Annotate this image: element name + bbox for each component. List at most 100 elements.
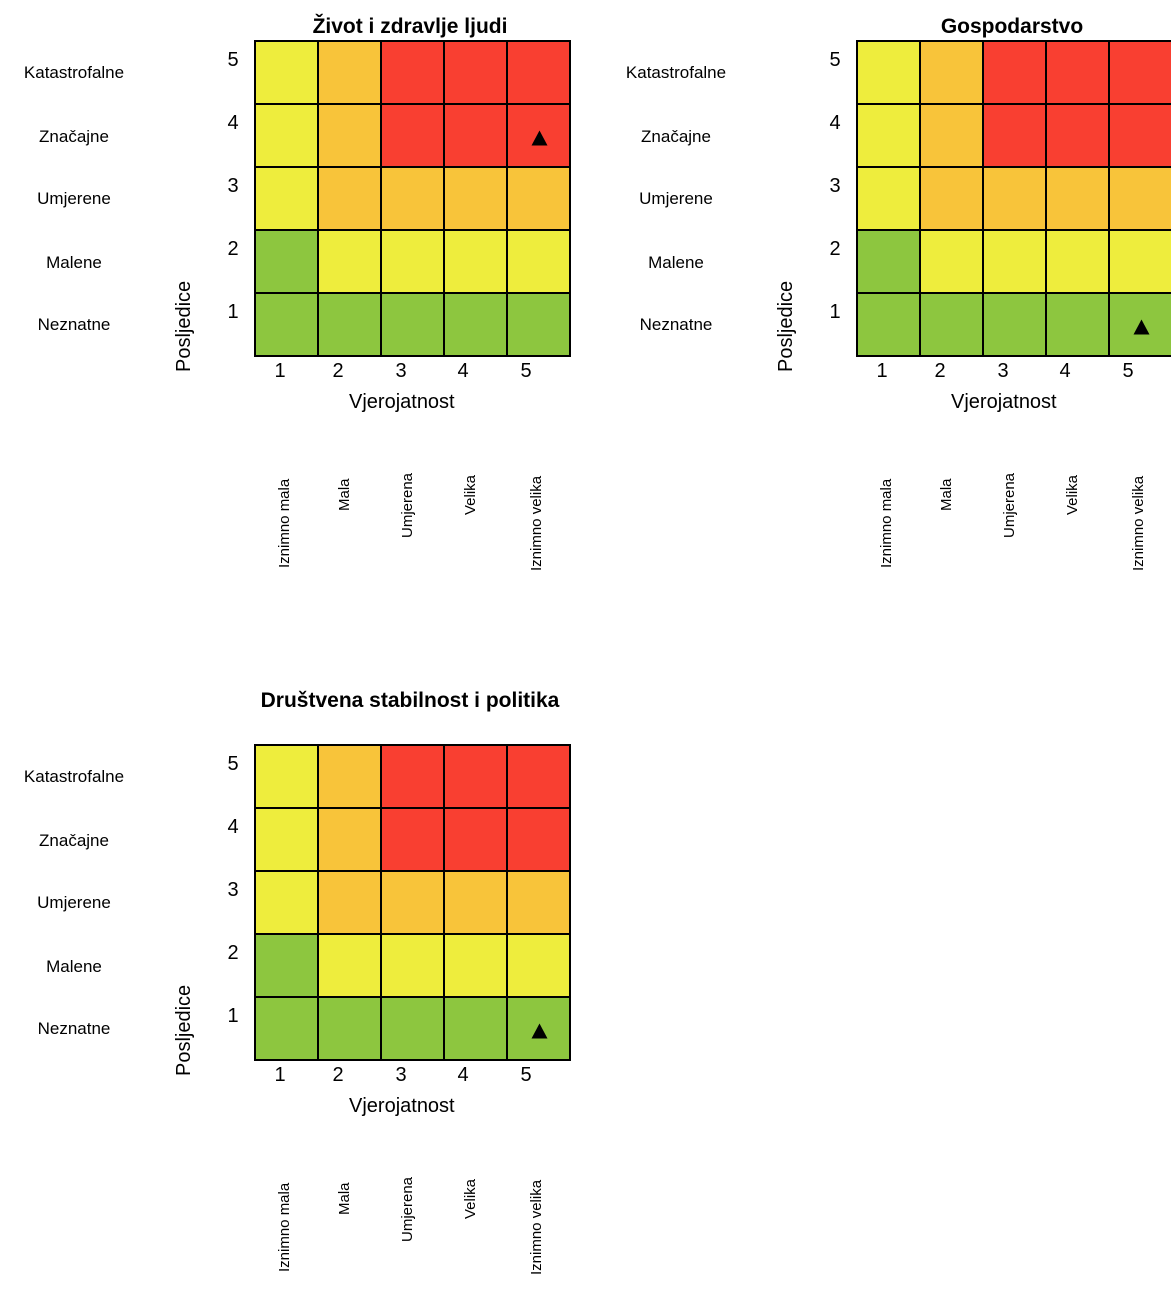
probability-label-moderate: Umjerena bbox=[1001, 472, 1018, 538]
cell-4-1 bbox=[254, 807, 319, 872]
cell-3-3 bbox=[982, 166, 1047, 231]
cell-2-5 bbox=[506, 229, 571, 294]
severity-label-moderate: Umjerene bbox=[37, 189, 111, 208]
cell-3-5 bbox=[506, 870, 571, 935]
y-tick-5: 5 bbox=[227, 49, 239, 71]
y-tick-2: 2 bbox=[227, 942, 239, 964]
probability-label-high: Velika bbox=[462, 474, 479, 515]
cell-3-3 bbox=[380, 166, 445, 231]
cell-2-2 bbox=[317, 229, 382, 294]
probability-label-very-high: Iznimno velika bbox=[1130, 475, 1147, 571]
x-axis-label: Vjerojatnost bbox=[349, 1095, 455, 1117]
cell-2-5 bbox=[1108, 229, 1171, 294]
x-tick-2: 2 bbox=[332, 360, 344, 382]
severity-label-significant: Značajne bbox=[39, 831, 109, 850]
cell-3-2 bbox=[317, 166, 382, 231]
probability-label-moderate: Umjerena bbox=[399, 472, 416, 538]
probability-label-low: Mala bbox=[938, 478, 955, 511]
risk-marker-triangle bbox=[1133, 319, 1150, 335]
cell-5-1 bbox=[254, 744, 319, 809]
severity-label-catastrophic: Katastrofalne bbox=[23, 767, 125, 786]
severity-label-catastrophic: Katastrofalne bbox=[23, 63, 125, 82]
cell-3-1 bbox=[254, 870, 319, 935]
risk-matrix-life-health: Život i zdravlje ljudi Katastrofalne Zna… bbox=[0, 0, 600, 600]
cell-2-1 bbox=[254, 229, 319, 294]
severity-label-moderate: Umjerene bbox=[37, 893, 111, 912]
risk-marker-triangle bbox=[531, 1023, 548, 1039]
cell-5-2 bbox=[919, 40, 984, 105]
x-tick-2: 2 bbox=[934, 360, 946, 382]
y-tick-3: 3 bbox=[829, 175, 841, 197]
cell-1-1 bbox=[254, 292, 319, 357]
cell-1-4 bbox=[443, 996, 508, 1061]
severity-label-minor: Malene bbox=[648, 253, 704, 272]
x-tick-4: 4 bbox=[1059, 360, 1071, 382]
cell-3-4 bbox=[1045, 166, 1110, 231]
cell-5-4 bbox=[443, 40, 508, 105]
x-tick-3: 3 bbox=[395, 1064, 407, 1086]
cell-3-1 bbox=[254, 166, 319, 231]
severity-label-significant: Značajne bbox=[39, 127, 109, 146]
probability-label-very-low: Iznimno mala bbox=[276, 478, 293, 568]
cell-4-4 bbox=[1045, 103, 1110, 168]
probability-label-very-low: Iznimno mala bbox=[878, 478, 895, 568]
probability-label-low: Mala bbox=[336, 478, 353, 511]
cell-3-5 bbox=[1108, 166, 1171, 231]
cell-5-4 bbox=[1045, 40, 1110, 105]
severity-label-minor: Malene bbox=[46, 253, 102, 272]
x-tick-5: 5 bbox=[520, 360, 532, 382]
cell-5-3 bbox=[982, 40, 1047, 105]
cell-1-3 bbox=[380, 996, 445, 1061]
cell-4-5 bbox=[506, 807, 571, 872]
cell-5-5 bbox=[506, 744, 571, 809]
cell-4-3 bbox=[982, 103, 1047, 168]
cell-2-2 bbox=[919, 229, 984, 294]
y-tick-1: 1 bbox=[227, 1005, 239, 1027]
cell-5-3 bbox=[380, 40, 445, 105]
cell-4-3 bbox=[380, 807, 445, 872]
heatmap-grid bbox=[254, 40, 571, 357]
cell-4-5 bbox=[1108, 103, 1171, 168]
cell-4-1 bbox=[254, 103, 319, 168]
x-tick-3: 3 bbox=[997, 360, 1009, 382]
probability-label-very-high: Iznimno velika bbox=[528, 1179, 545, 1275]
cell-5-4 bbox=[443, 744, 508, 809]
x-tick-1: 1 bbox=[876, 360, 888, 382]
cell-2-1 bbox=[254, 933, 319, 998]
cell-2-5 bbox=[506, 933, 571, 998]
cell-1-2 bbox=[317, 292, 382, 357]
x-tick-1: 1 bbox=[274, 360, 286, 382]
cell-2-3 bbox=[380, 933, 445, 998]
cell-5-2 bbox=[317, 40, 382, 105]
cell-4-4 bbox=[443, 807, 508, 872]
risk-matrix-economy: Gospodarstvo Katastrofalne Značajne Umje… bbox=[602, 0, 1171, 600]
cell-2-4 bbox=[443, 933, 508, 998]
y-tick-5: 5 bbox=[829, 49, 841, 71]
cell-2-1 bbox=[856, 229, 921, 294]
cell-1-4 bbox=[1045, 292, 1110, 357]
cell-1-5 bbox=[506, 292, 571, 357]
x-axis-label: Vjerojatnost bbox=[951, 391, 1057, 413]
probability-label-very-high: Iznimno velika bbox=[528, 475, 545, 571]
cell-2-4 bbox=[1045, 229, 1110, 294]
x-tick-5: 5 bbox=[1122, 360, 1134, 382]
severity-label-significant: Značajne bbox=[641, 127, 711, 146]
severity-label-catastrophic: Katastrofalne bbox=[625, 63, 727, 82]
cell-3-3 bbox=[380, 870, 445, 935]
cell-4-2 bbox=[317, 807, 382, 872]
cell-4-4 bbox=[443, 103, 508, 168]
severity-label-negligible: Neznatne bbox=[37, 1019, 111, 1038]
cell-5-1 bbox=[856, 40, 921, 105]
cell-5-2 bbox=[317, 744, 382, 809]
cell-1-3 bbox=[982, 292, 1047, 357]
cell-1-1 bbox=[856, 292, 921, 357]
probability-label-very-low: Iznimno mala bbox=[276, 1182, 293, 1272]
x-tick-4: 4 bbox=[457, 360, 469, 382]
heatmap-grid bbox=[254, 744, 571, 1061]
cell-2-3 bbox=[982, 229, 1047, 294]
cell-4-2 bbox=[919, 103, 984, 168]
x-tick-5: 5 bbox=[520, 1064, 532, 1086]
y-tick-2: 2 bbox=[227, 238, 239, 260]
cell-3-2 bbox=[919, 166, 984, 231]
cell-3-4 bbox=[443, 166, 508, 231]
